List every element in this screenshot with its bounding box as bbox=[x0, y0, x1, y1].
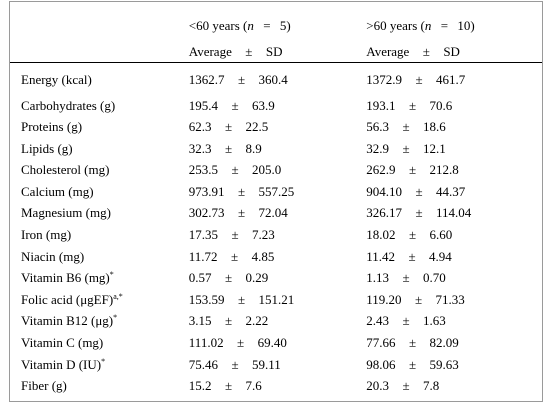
table-row: Vitamin B6 (mg)* 0.57 ±0.29 1.13 ±0.70 bbox=[10, 264, 542, 286]
value-cell-over-60: 2.43 ±1.63 bbox=[366, 313, 446, 329]
nutrient-name-cell: Lipids (g) bbox=[21, 140, 73, 156]
table-row: Energy (kcal) 1362.7 ±360.4 1372.9 ±461.7 bbox=[10, 63, 542, 92]
value-cell-over-60: 326.17 ±114.04 bbox=[366, 205, 472, 221]
value-cell-under-60: 0.57 ±0.29 bbox=[188, 270, 269, 286]
table-row: Magnesium (mg) 302.73 ±72.04 326.17 ±114.04 bbox=[10, 199, 542, 221]
nutrient-name-cell: Proteins (g) bbox=[21, 119, 83, 135]
value-cell-under-60: 973.91 ±557.25 bbox=[188, 183, 295, 199]
value-cell-under-60: 111.02 ±69.40 bbox=[188, 335, 287, 351]
nutrient-name-cell: Energy (kcal) bbox=[21, 72, 92, 87]
header-empty-cell bbox=[10, 2, 189, 42]
table-row: Folic acid (μgEF)a,* 153.59 ±151.21 119.20 ±… bbox=[10, 286, 542, 308]
table-frame bbox=[9, 1, 543, 402]
value-cell-over-60: 32.9 ±12.1 bbox=[366, 140, 446, 156]
value-cell-under-60: 62.3 ±22.5 bbox=[188, 119, 269, 135]
value-cell-under-60: 15.2 ±7.6 bbox=[188, 378, 262, 394]
table-row: Iron (mg) 17.35 ±7.23 18.02 ±6.60 bbox=[10, 221, 542, 243]
value-cell-over-60: 56.3 ±18.6 bbox=[366, 119, 446, 135]
value-cell-under-60: 75.46 ±59.11 bbox=[188, 356, 281, 372]
value-cell-over-60: 98.06 ±59.63 bbox=[366, 356, 459, 372]
value-cell-under-60: 11.72 ±4.85 bbox=[188, 248, 275, 264]
nutrient-name-cell: Vitamin D (IU)* bbox=[21, 356, 106, 372]
value-cell-over-60: 77.66 ±82.09 bbox=[366, 335, 459, 351]
value-cell-over-60: 193.1 ±70.6 bbox=[366, 97, 453, 113]
table-row: Lipids (g) 32.3 ±8.9 32.9 ±12.1 bbox=[10, 135, 542, 157]
value-cell-over-60: 18.02 ±6.60 bbox=[366, 227, 453, 243]
value-cell-over-60: 1372.9 ±461.7 bbox=[366, 72, 466, 87]
value-cell-under-60: 153.59 ±151.21 bbox=[188, 291, 295, 307]
table-row: Niacin (mg) 11.72 ±4.85 11.42 ±4.94 bbox=[10, 243, 542, 265]
header-group-over-60: >60 years (n = 10) bbox=[366, 18, 475, 33]
nutrient-name-cell: Vitamin C (mg) bbox=[21, 335, 104, 351]
value-cell-over-60: 11.42 ±4.94 bbox=[366, 248, 452, 264]
value-cell-over-60: 1.13 ±0.70 bbox=[366, 270, 446, 286]
value-cell-under-60: 17.35 ±7.23 bbox=[188, 227, 275, 243]
table-row: Vitamin D (IU)* 75.46 ±59.11 98.06 ±59.63 bbox=[10, 351, 542, 373]
nutrient-table: <60 years (n = 5) >60 years (n = 10) Average… bbox=[10, 2, 542, 394]
value-cell-under-60: 32.3 ±8.9 bbox=[188, 140, 262, 156]
table-row: Cholesterol (mg) 253.5 ±205.0 262.9 ±212.8 bbox=[10, 156, 542, 178]
nutrient-name-cell: Niacin (mg) bbox=[21, 248, 85, 264]
table-row: Vitamin C (mg) 111.02 ±69.40 77.66 ±82.09 bbox=[10, 329, 542, 351]
nutrient-name-cell: Fiber (g) bbox=[21, 378, 67, 394]
nutrient-name-cell: Cholesterol (mg) bbox=[21, 162, 110, 178]
nutrient-name-cell: Vitamin B6 (mg)* bbox=[21, 270, 114, 286]
value-cell-over-60: 262.9 ±212.8 bbox=[366, 162, 459, 178]
value-cell-over-60: 904.10 ±44.37 bbox=[366, 183, 466, 199]
value-cell-under-60: 302.73 ±72.04 bbox=[188, 205, 288, 221]
header-divider bbox=[10, 62, 542, 63]
table-row: Fiber (g) 15.2 ±7.6 20.3 ±7.8 bbox=[10, 372, 542, 394]
header-row-groups: <60 years (n = 5) >60 years (n = 10) bbox=[10, 2, 542, 42]
nutrient-name-cell: Carbohydrates (g) bbox=[21, 97, 116, 113]
nutrient-name-cell: Folic acid (μgEF)a,* bbox=[21, 291, 123, 307]
table-row: Proteins (g) 62.3 ±22.5 56.3 ±18.6 bbox=[10, 113, 542, 135]
nutrient-name-cell: Iron (mg) bbox=[21, 227, 72, 243]
table-body: Energy (kcal) 1362.7 ±360.4 1372.9 ±461.7 Car… bbox=[10, 63, 542, 394]
value-cell-under-60: 253.5 ±205.0 bbox=[188, 162, 282, 178]
value-cell-over-60: 20.3 ±7.8 bbox=[366, 378, 440, 394]
table-row: Carbohydrates (g) 195.4 ±63.9 193.1 ±70.6 bbox=[10, 92, 542, 114]
header-stats-over-60: Average ± SD bbox=[366, 44, 460, 59]
value-cell-under-60: 1362.7 ±360.4 bbox=[188, 72, 288, 87]
nutrient-name-cell: Magnesium (mg) bbox=[21, 205, 111, 221]
value-cell-over-60: 119.20 ±71.33 bbox=[366, 291, 465, 307]
nutrient-name-cell: Vitamin B12 (μg)* bbox=[21, 313, 118, 329]
header-row-stats: Average ± SD Average ± SD bbox=[10, 42, 542, 62]
header-group-under-60: <60 years (n = 5) bbox=[188, 18, 291, 33]
table-row: Calcium (mg) 973.91 ±557.25 904.10 ±44.37 bbox=[10, 178, 542, 200]
nutrient-name-cell: Calcium (mg) bbox=[21, 183, 94, 199]
header-stats-under-60: Average ± SD bbox=[188, 44, 283, 59]
value-cell-under-60: 195.4 ±63.9 bbox=[188, 97, 275, 113]
value-cell-under-60: 3.15 ±2.22 bbox=[188, 313, 269, 329]
table-row: Vitamin B12 (μg)* 3.15 ±2.22 2.43 ±1.63 bbox=[10, 307, 542, 329]
